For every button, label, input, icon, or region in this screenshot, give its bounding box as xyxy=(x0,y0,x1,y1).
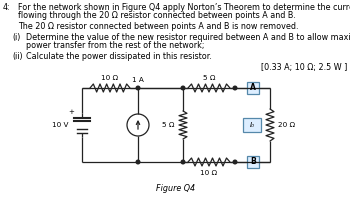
Text: 20 Ω: 20 Ω xyxy=(278,122,295,128)
Text: 10 Ω: 10 Ω xyxy=(102,75,119,81)
Text: 5 Ω: 5 Ω xyxy=(203,75,215,81)
Text: flowing through the 20 Ω resistor connected between points A and B.: flowing through the 20 Ω resistor connec… xyxy=(18,11,296,20)
Text: 10 V: 10 V xyxy=(51,122,68,128)
Text: power transfer from the rest of the network;: power transfer from the rest of the netw… xyxy=(26,41,204,50)
Text: 10 Ω: 10 Ω xyxy=(201,170,218,176)
Circle shape xyxy=(233,86,237,90)
Circle shape xyxy=(181,160,185,164)
Text: (ii): (ii) xyxy=(12,52,23,61)
Text: Calculate the power dissipated in this resistor.: Calculate the power dissipated in this r… xyxy=(26,52,212,61)
Circle shape xyxy=(181,86,185,90)
Text: Figure Q4: Figure Q4 xyxy=(156,184,196,193)
Circle shape xyxy=(233,160,237,164)
Circle shape xyxy=(136,160,140,164)
Bar xyxy=(243,118,261,132)
Text: (i): (i) xyxy=(12,33,20,42)
Text: Determine the value of the new resistor required between A and B to allow maximu: Determine the value of the new resistor … xyxy=(26,33,350,42)
Text: [0.33 A; 10 Ω; 2.5 W ]: [0.33 A; 10 Ω; 2.5 W ] xyxy=(261,63,347,72)
Text: 5 Ω: 5 Ω xyxy=(162,122,175,128)
Circle shape xyxy=(136,86,140,90)
Text: For the network shown in Figure Q4 apply Norton’s Theorem to determine the curre: For the network shown in Figure Q4 apply… xyxy=(18,3,350,12)
Bar xyxy=(247,82,259,94)
Text: 1 A: 1 A xyxy=(132,77,144,83)
Text: I₀: I₀ xyxy=(250,122,254,128)
Text: 4:: 4: xyxy=(3,3,10,12)
Text: B: B xyxy=(250,157,256,166)
Text: A: A xyxy=(250,83,256,92)
Text: The 20 Ω resistor connected between points A and B is now removed.: The 20 Ω resistor connected between poin… xyxy=(18,22,299,31)
Bar xyxy=(247,156,259,168)
Text: +: + xyxy=(68,110,74,115)
